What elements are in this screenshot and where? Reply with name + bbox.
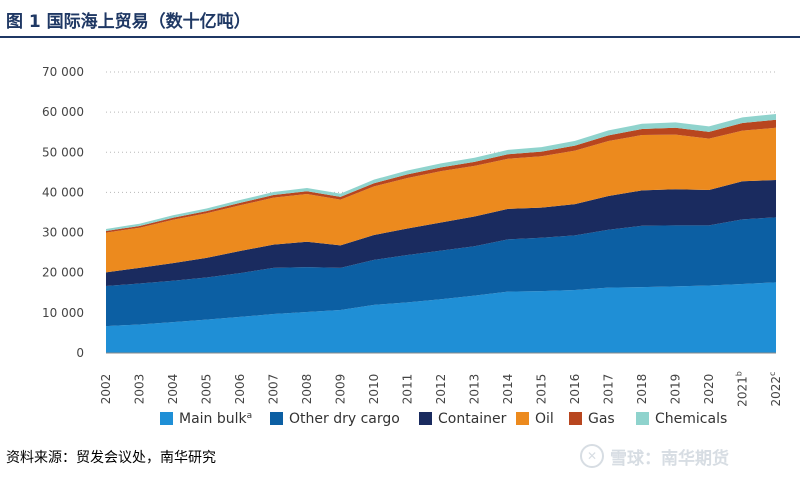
y-tick-label: 0: [76, 346, 84, 360]
chart-container: 0 10 000 20 000 30 000 40 000 50 000 60 000 70 …: [0, 38, 800, 438]
x-tick-label: 2019: [669, 374, 683, 405]
y-tick-label: 60 000: [42, 105, 84, 119]
legend-label: Container: [438, 411, 507, 427]
watermark-text: 雪球：南华期货: [610, 448, 729, 469]
x-tick-label: 2020: [702, 374, 716, 405]
x-tick-label: 2017: [602, 374, 616, 405]
legend-label: Main bulka: [179, 411, 252, 427]
x-tick-label: 2021b: [735, 371, 750, 407]
area-main-bulk: [106, 282, 776, 353]
x-tick-label: 2013: [468, 374, 482, 405]
x-tick-label: 2002: [99, 374, 113, 405]
x-tick-label: 2008: [300, 374, 314, 405]
y-tick-label: 30 000: [42, 226, 84, 240]
legend-swatch: [516, 412, 529, 425]
legend-label: Gas: [588, 411, 615, 427]
x-tick-label: 2010: [367, 374, 381, 405]
legend-swatch: [270, 412, 283, 425]
x-tick-label: 2006: [233, 374, 247, 405]
x-tick-label: 2003: [133, 374, 147, 405]
x-tick-label: 2016: [568, 374, 582, 405]
y-tick-label: 50 000: [42, 145, 84, 159]
x-tick-label: 2007: [267, 374, 281, 405]
x-tick-footnote-mark: b: [735, 371, 744, 376]
x-tick-label: 2014: [501, 374, 515, 405]
y-tick-label: 40 000: [42, 185, 84, 199]
x-tick-label: 2004: [166, 374, 180, 405]
watermark: ✕ 雪球：南华期货: [580, 441, 729, 471]
area-container: [106, 179, 776, 286]
x-tick-label: 2015: [535, 374, 549, 405]
title-underline: [0, 36, 800, 38]
snowball-logo-icon: ✕: [580, 444, 604, 468]
y-tick-label: 20 000: [42, 266, 84, 280]
area-other-dry-cargo: [106, 217, 776, 327]
x-tick-label: 2011: [401, 374, 415, 405]
legend-swatch: [569, 412, 582, 425]
x-tick-label: 2005: [200, 374, 214, 405]
figure-title: 图 1 国际海上贸易（数十亿吨）: [6, 12, 251, 32]
legend-swatch: [160, 412, 173, 425]
legend-swatch: [419, 412, 432, 425]
legend-swatch: [636, 412, 649, 425]
x-tick-footnote-mark: c: [768, 372, 777, 376]
x-tick-label: 2012: [434, 374, 448, 405]
x-tick-label: 2022c: [768, 372, 783, 407]
area-oil: [106, 127, 776, 273]
legend-label: Oil: [535, 411, 554, 427]
legend-footnote-mark: a: [247, 411, 253, 421]
source-note: 资料来源：贸发会议处，南华研究: [6, 450, 216, 466]
legend-label: Chemicals: [655, 411, 727, 427]
y-tick-label: 70 000: [42, 65, 84, 79]
x-tick-label: 2009: [334, 374, 348, 405]
x-tick-label: 2018: [635, 374, 649, 405]
y-tick-label: 10 000: [42, 306, 84, 320]
stacked-area-chart: 0 10 000 20 000 30 000 40 000 50 000 60 000 70 …: [42, 65, 783, 427]
legend-label: Other dry cargo: [289, 411, 400, 427]
figure-header: 图 1 国际海上贸易（数十亿吨）: [0, 0, 800, 38]
